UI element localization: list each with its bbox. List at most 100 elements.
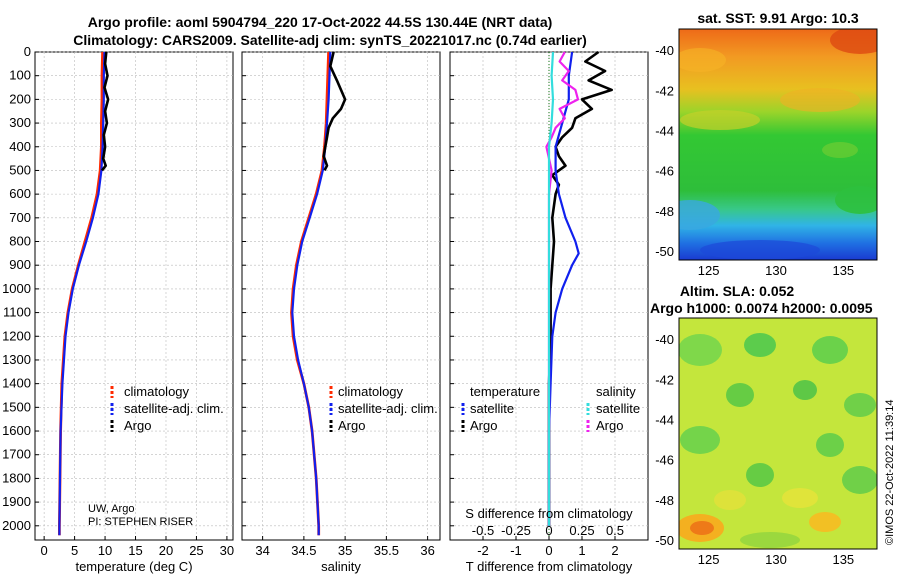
salinity-axes (241, 51, 441, 541)
depth-tick-label: 1800 (2, 470, 31, 485)
map-x-tick-label: 135 (832, 552, 854, 567)
depth-tick-label: 1700 (2, 447, 31, 462)
temperature-axes (34, 51, 234, 541)
sla-map-title2: Argo h1000: 0.0074 h2000: 0.0095 (650, 300, 873, 316)
x-tick-label: 30 (220, 543, 234, 558)
salinity-xlabel: salinity (321, 559, 361, 574)
s-tick-label: 0 (545, 523, 552, 538)
map-y-tick-label: -44 (655, 412, 674, 427)
legend-title-salinity: salinity (596, 384, 636, 399)
figure-title-line1: Argo profile: aoml 5904794_220 17-Oct-20… (88, 14, 553, 30)
sst-map-axes (678, 28, 878, 261)
depth-tick-label: 1600 (2, 423, 31, 438)
difference-xlabel: T difference from climatology (466, 559, 633, 574)
depth-tick-label: 900 (9, 257, 31, 272)
legend-label-argo-temp: Argo (470, 418, 497, 433)
legend-label-sat-temp: satellite (470, 401, 514, 416)
map-y-tick-label: -46 (655, 453, 674, 468)
depth-tick-label: 1500 (2, 399, 31, 414)
x-tick-label: 20 (159, 543, 173, 558)
legend-title-temperature: temperature (470, 384, 540, 399)
x-tick-label: -2 (477, 543, 489, 558)
legend-label-argo-sal: Argo (596, 418, 623, 433)
legend-label-satellite: satellite-adj. clim. (338, 401, 438, 416)
x-tick-label: 2 (611, 543, 618, 558)
sst-map-title: sat. SST: 9.91 Argo: 10.3 (697, 10, 859, 26)
depth-tick-label: 1200 (2, 328, 31, 343)
depth-tick-label: 1300 (2, 352, 31, 367)
legend-label-satellite: satellite-adj. clim. (124, 401, 224, 416)
s-tick-label: 0.5 (606, 523, 624, 538)
x-tick-label: 34.5 (291, 543, 316, 558)
grid-layer (35, 51, 648, 540)
s-tick-label: 0.25 (569, 523, 594, 538)
map-y-tick-label: -44 (655, 123, 674, 138)
map-y-tick-label: -48 (655, 204, 674, 219)
institution-note: UW, Argo (88, 503, 134, 515)
legend-label-sat-sal: satellite (596, 401, 640, 416)
x-tick-label: 15 (128, 543, 142, 558)
x-tick-label: 34 (255, 543, 269, 558)
legend-label-argo: Argo (124, 418, 151, 433)
s-difference-label: S difference from climatology (465, 506, 633, 521)
map-y-tick-label: -48 (655, 493, 674, 508)
s-tick-label: -0.5 (472, 523, 494, 538)
depth-tick-label: 1900 (2, 494, 31, 509)
map-y-tick-label: -50 (655, 244, 674, 259)
imos-watermark: ©IMOS 22-Oct-2022 11:39:14 (884, 400, 896, 545)
depth-tick-label: 300 (9, 115, 31, 130)
sla-map-field (679, 318, 877, 549)
x-tick-label: 25 (189, 543, 203, 558)
figure-title-line2: Climatology: CARS2009. Satellite-adj cli… (73, 32, 587, 48)
map-x-tick-label: 125 (698, 552, 720, 567)
temperature-xlabel: temperature (deg C) (75, 559, 192, 574)
map-y-tick-label: -40 (655, 43, 674, 58)
map-y-tick-label: -40 (655, 332, 674, 347)
map-x-tick-label: 125 (698, 263, 720, 278)
temperature-legend: climatology satellite-adj. clim. Argo (110, 384, 224, 433)
sst-map-field (679, 29, 877, 260)
x-tick-label: 35 (338, 543, 352, 558)
legend-label-climatology: climatology (338, 384, 404, 399)
legend-label-argo: Argo (338, 418, 365, 433)
map-y-tick-label: -42 (655, 83, 674, 98)
x-tick-label: 5 (71, 543, 78, 558)
map-x-tick-label: 130 (765, 552, 787, 567)
depth-tick-label: 600 (9, 186, 31, 201)
series-satellite-adj-clim--salinity-panel (291, 51, 332, 536)
depth-tick-label: 700 (9, 210, 31, 225)
depth-tick-label: 500 (9, 162, 31, 177)
depth-tick-label: 1000 (2, 281, 31, 296)
sla-map-title: Altim. SLA: 0.052 (680, 283, 795, 299)
series-layer (58, 50, 614, 536)
difference-legend: temperature salinity satellite Argo sate… (461, 384, 640, 433)
depth-tick-label: 400 (9, 139, 31, 154)
series-satellite-adj-clim--temperature-panel (58, 51, 106, 536)
series-argo-salinity-panel (322, 51, 347, 172)
legend-label-climatology: climatology (124, 384, 190, 399)
x-tick-label: 10 (98, 543, 112, 558)
series-satellite-s-difference-panel (547, 51, 555, 526)
x-tick-label: 0 (545, 543, 552, 558)
series-argo-t-difference-panel (547, 50, 614, 526)
sla-map-axes (678, 317, 878, 550)
s-tick-label: -0.25 (501, 523, 531, 538)
depth-tick-label: 1400 (2, 376, 31, 391)
map-y-tick-label: -50 (655, 533, 674, 548)
depth-tick-label: 1100 (3, 305, 31, 320)
pi-note: PI: STEPHEN RISER (88, 516, 193, 528)
depth-tick-label: 100 (9, 68, 31, 83)
x-tick-label: -1 (510, 543, 522, 558)
depth-tick-label: 800 (9, 234, 31, 249)
depth-tick-label: 200 (9, 91, 31, 106)
x-tick-label: 0 (41, 543, 48, 558)
series-argo-temperature-panel (100, 51, 110, 172)
depth-tick-label: 0 (24, 44, 31, 59)
x-tick-label: 36 (420, 543, 434, 558)
x-tick-label: 35.5 (374, 543, 399, 558)
x-tick-label: 1 (578, 543, 585, 558)
depth-tick-label: 2000 (2, 518, 31, 533)
map-y-tick-label: -46 (655, 164, 674, 179)
map-x-tick-label: 130 (765, 263, 787, 278)
